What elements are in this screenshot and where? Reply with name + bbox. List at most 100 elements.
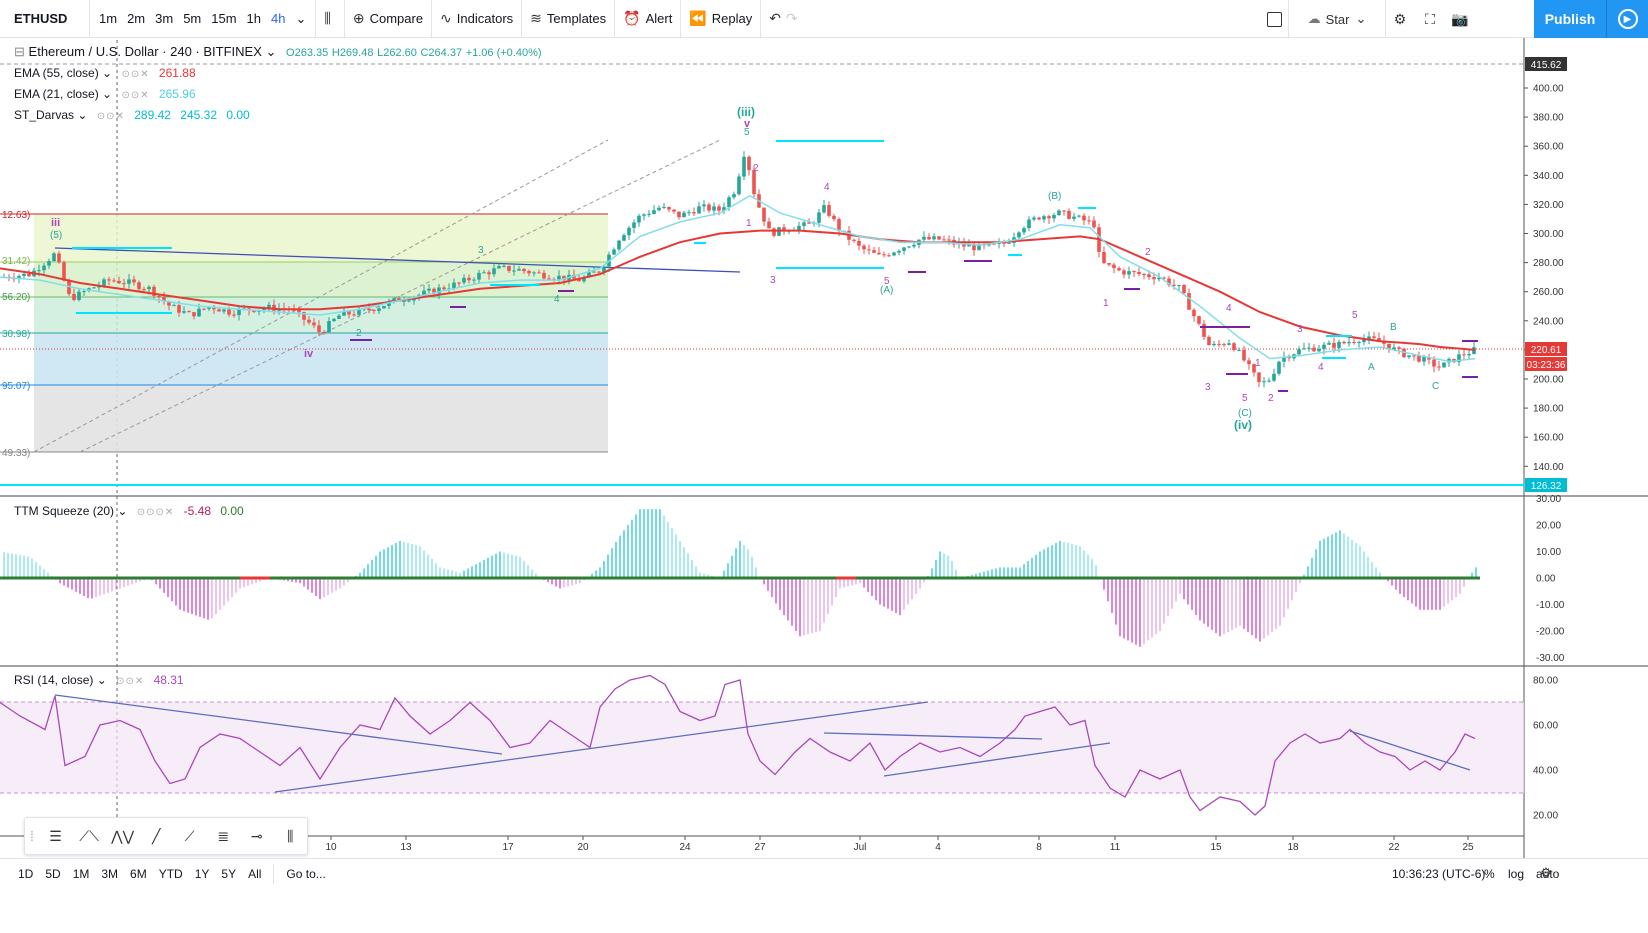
candle-body — [187, 311, 191, 313]
clock-label[interactable]: 10:36:23 (UTC-6) — [1392, 867, 1486, 881]
fullscreen-button[interactable]: ⛶ — [1416, 0, 1444, 38]
chevron-down-icon[interactable]: ⌄ — [265, 44, 277, 59]
timeframe-2m[interactable]: 2m — [127, 11, 146, 26]
elliott-correction-icon[interactable]: ⋀⋁ — [111, 827, 135, 844]
expand-icon: ⛶ — [1425, 10, 1435, 27]
indicator-buttons-icon[interactable]: ⊙⊙✕ — [121, 69, 150, 80]
indicator-buttons-icon[interactable]: ⊙⊙✕ — [116, 676, 145, 687]
range-all[interactable]: All — [248, 867, 262, 881]
time-tick-label: 25 — [1462, 842, 1474, 853]
fullscreen-checkbox[interactable] — [1260, 0, 1288, 38]
indicator-buttons-icon[interactable]: ⊙⊙✕ — [121, 90, 150, 101]
time-axis[interactable]: 10 13 17 20 24 27 Jul 4 8 11 15 18 22 25 — [325, 836, 1474, 853]
rsi-legend[interactable]: RSI (14, close) ⌄ ⊙⊙✕ 48.31 — [14, 673, 184, 687]
timeframe-1h[interactable]: 1h — [246, 11, 262, 26]
fib-icon[interactable]: ≣ — [217, 827, 230, 844]
wave-label: 2 — [356, 328, 362, 339]
symbol-title[interactable]: Ethereum / U.S. Dollar · 240 · BITFINEX — [28, 44, 262, 59]
candle-body — [1232, 343, 1236, 351]
ohlc-change: +1.06 (+0.40%) — [465, 47, 542, 59]
ema21-legend[interactable]: EMA (21, close) ⌄ ⊙⊙✕ 265.96 — [14, 87, 196, 101]
publish-button[interactable]: Publish — [1534, 0, 1606, 38]
candle-body — [107, 279, 111, 281]
ema55-legend[interactable]: EMA (55, close) ⌄ ⊙⊙✕ 261.88 — [14, 66, 196, 80]
candle-body — [1247, 360, 1251, 365]
indicator-buttons-icon[interactable]: ⊙⊙⊙✕ — [136, 507, 175, 518]
star-button[interactable]: ☁ Star ⌄ — [1288, 0, 1386, 38]
range-1y[interactable]: 1Y — [194, 867, 210, 881]
ray-icon[interactable]: ⟋ — [184, 827, 195, 844]
replay-button[interactable]: ⏪ Replay — [681, 0, 762, 38]
range-6m[interactable]: 6M — [130, 867, 147, 881]
horizontal-ray-icon[interactable]: ⊸ — [250, 827, 263, 844]
redo-icon[interactable]: ↷ — [785, 10, 798, 26]
candle-body — [797, 225, 801, 231]
candle-body — [1302, 348, 1306, 350]
timeframe-5m[interactable]: 5m — [183, 11, 202, 26]
candle-body — [137, 282, 141, 290]
timeframe-dropdown-icon[interactable]: ⌄ — [295, 10, 307, 26]
ttm-legend[interactable]: TTM Squeeze (20) ⌄ ⊙⊙⊙✕ -5.48 0.00 — [14, 504, 244, 518]
log-toggle[interactable]: log — [1508, 867, 1525, 881]
candle-body — [697, 206, 701, 214]
vertical-lines-icon[interactable]: ⫼ — [287, 827, 294, 844]
candle-body — [232, 314, 236, 316]
timeframe-15m[interactable]: 15m — [211, 11, 237, 26]
candle-body — [1307, 347, 1311, 349]
axis-settings-button[interactable]: ⚙ — [1536, 860, 1556, 886]
main-chart[interactable]: 12.63) 31.42) 56.20) 30.98) 95.07) 49.33… — [0, 38, 1648, 858]
fib-retracement[interactable] — [0, 139, 721, 453]
price-axis[interactable]: 400.00 380.00 360.00 340.00 320.00 300.00 280.… — [1524, 84, 1564, 473]
range-5d[interactable]: 5D — [45, 867, 61, 881]
undo-icon[interactable]: ↶ — [769, 10, 781, 26]
timeframe-3m[interactable]: 3m — [155, 11, 174, 26]
elliott-impulse-icon[interactable]: ⟋⟍ — [79, 827, 99, 844]
wave-label: (iv) — [1234, 418, 1252, 432]
timeframe-4h[interactable]: 4h — [271, 11, 286, 26]
settings-button[interactable]: ⚙ — [1386, 0, 1414, 38]
indicators-button[interactable]: ∿ Indicators — [432, 0, 523, 38]
range-5y[interactable]: 5Y — [221, 867, 237, 881]
candle-body — [1287, 356, 1291, 359]
percent-toggle[interactable]: % — [1484, 867, 1495, 881]
wave-label: 5 — [1242, 393, 1248, 404]
fib-label: 30.98) — [2, 329, 30, 340]
snapshot-button[interactable]: 📷 — [1446, 0, 1474, 38]
rsi-trendlines[interactable] — [54, 694, 1471, 793]
drag-handle-icon[interactable]: ⁞ — [29, 828, 34, 844]
auto-toggle[interactable]: auto — [1536, 867, 1560, 881]
templates-button[interactable]: ≋ Templates — [522, 0, 616, 38]
candle-body — [127, 279, 131, 284]
range-1m[interactable]: 1M — [72, 867, 90, 881]
darvas-legend[interactable]: ST_Darvas ⌄ ⊙⊙✕ 289.42 245.32 0.00 — [14, 108, 250, 122]
candle-body — [1327, 342, 1331, 345]
wave-label: C — [1432, 381, 1439, 392]
horizontal-lines-icon[interactable]: ☰ — [49, 827, 62, 844]
fib-label: 49.33) — [2, 448, 30, 459]
gear-icon: ⚙ — [1393, 10, 1407, 27]
indicator-buttons-icon[interactable]: ⊙⊙✕ — [96, 111, 125, 122]
goto-button[interactable]: Go to... — [286, 867, 326, 881]
candle-body — [202, 308, 206, 310]
timeframe-1m[interactable]: 1m — [99, 11, 118, 26]
price-tick-label: 280.00 — [1533, 258, 1564, 269]
candle-body — [1277, 361, 1281, 374]
trendline[interactable] — [54, 247, 741, 273]
symbol-search[interactable]: ETHUSD — [0, 0, 90, 38]
indicator-label: RSI (14, close) — [14, 673, 94, 687]
compare-button[interactable]: ⊕ Compare — [345, 0, 433, 38]
chevron-down-icon: ⌄ — [1355, 11, 1367, 26]
chart-type-button[interactable]: ⫼ — [316, 0, 345, 38]
alert-button[interactable]: ⏰ Alert — [615, 0, 682, 38]
candle-body — [962, 243, 966, 247]
candle-body — [577, 278, 581, 282]
alert-label: Alert — [645, 11, 673, 26]
candle-body — [22, 273, 26, 276]
trend-line-icon[interactable]: ╱ — [151, 827, 161, 844]
range-ytd[interactable]: YTD — [158, 867, 183, 881]
legend-collapse-icon[interactable]: ⊟ — [14, 44, 25, 59]
range-1d[interactable]: 1D — [18, 867, 34, 881]
stream-button[interactable]: ▶ — [1606, 0, 1648, 38]
range-3m[interactable]: 3M — [101, 867, 119, 881]
candle-body — [667, 207, 671, 210]
